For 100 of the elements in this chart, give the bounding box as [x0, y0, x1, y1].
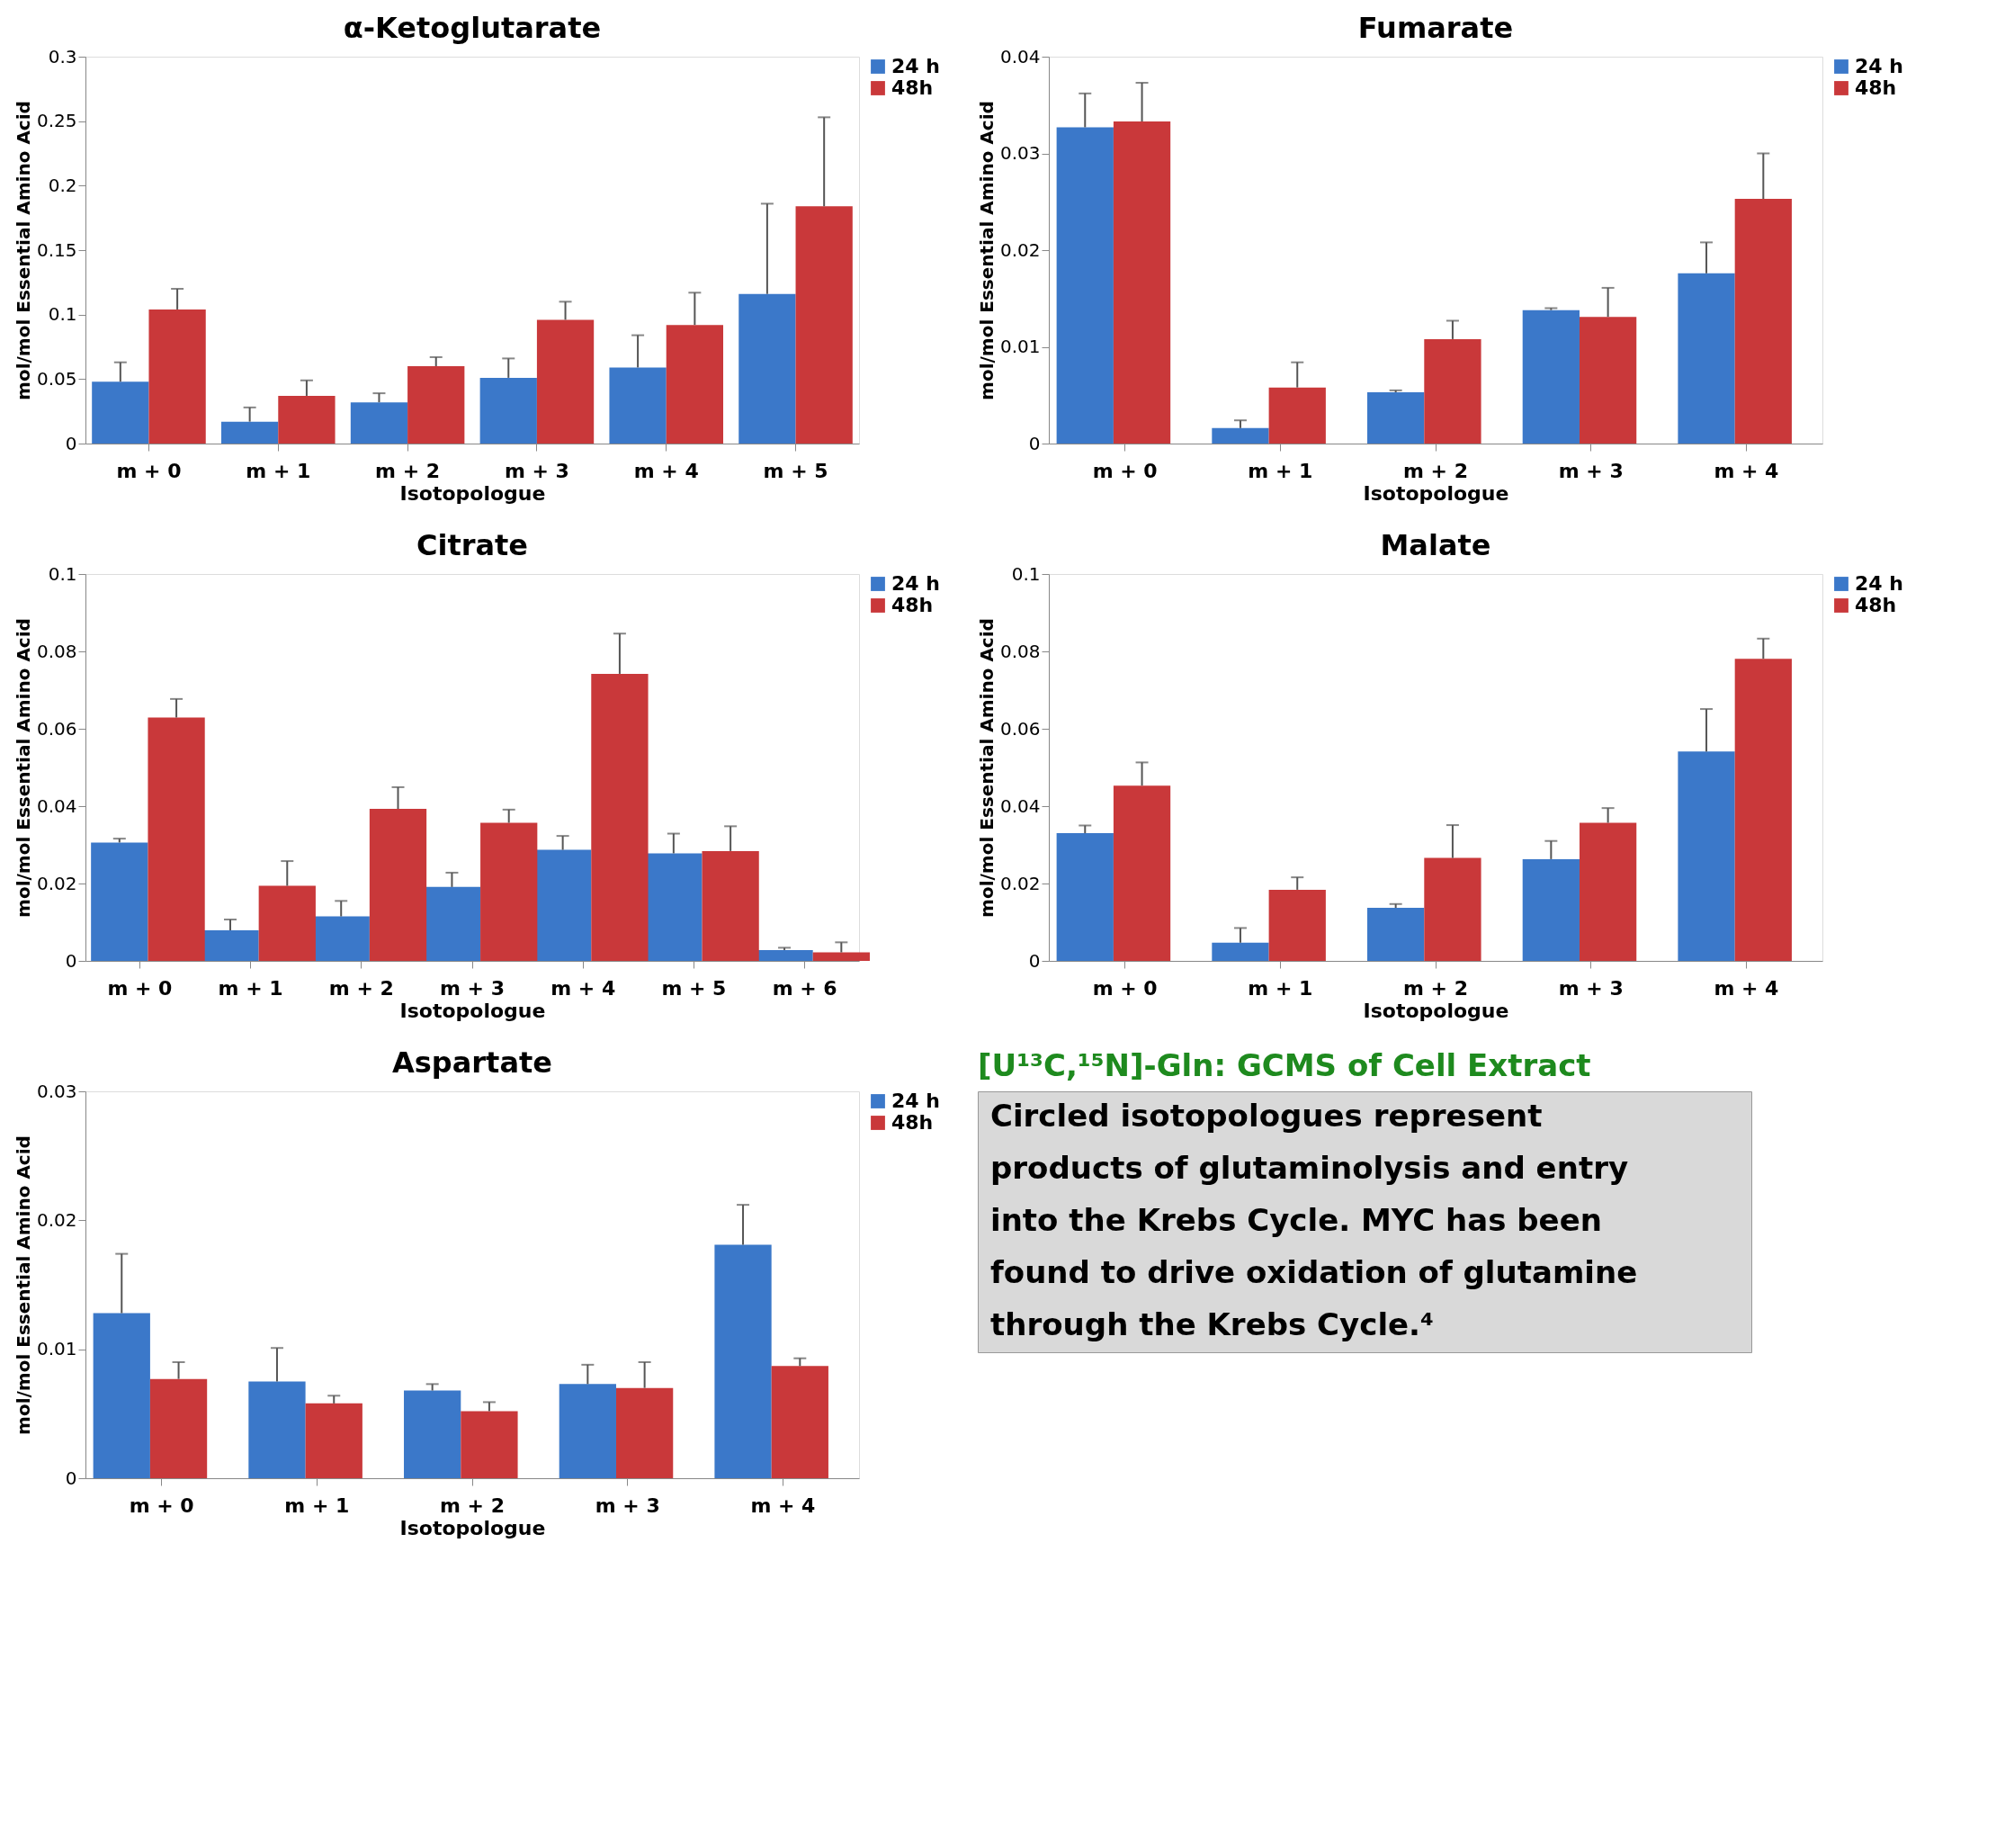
bar [609, 367, 667, 444]
bar [461, 1411, 518, 1478]
bar [480, 822, 538, 961]
x-tick-label: m + 1 [1248, 459, 1313, 482]
x-tick-label: m + 3 [440, 976, 505, 1000]
y-tick-label: 0.08 [999, 640, 1041, 662]
y-axis-title: mol/mol Essential Amino Acid [12, 618, 34, 918]
y-tick-label: 0.03 [36, 1080, 77, 1102]
legend-label: 24 h [891, 1090, 940, 1112]
x-tick-label: m + 1 [1248, 976, 1313, 1000]
text: Circled isotopologues represent products of glutaminolysis and entry into the Krebs Cycle. MYC has been found to drive oxidation of glutamine through the Krebs Cycle.⁴ [990, 1098, 1638, 1342]
legend-label: 24 h [891, 55, 940, 77]
x-tick-label: m + 3 [1558, 976, 1624, 1000]
text: [U¹³C,¹⁵N]-Gln: GCMS of Cell Extract [978, 1047, 1591, 1083]
x-tick-label: m + 0 [129, 1494, 194, 1517]
bar [771, 1366, 828, 1478]
legend-label: 24 h [891, 572, 940, 595]
x-tick-label: m + 0 [107, 976, 173, 1000]
y-tick-label: 0.04 [999, 794, 1041, 817]
bar [1424, 857, 1481, 961]
bar [92, 381, 149, 444]
bar [591, 673, 649, 961]
x-tick-label: m + 2 [375, 459, 441, 482]
bar [1056, 833, 1114, 961]
bar [1367, 392, 1425, 444]
bar [148, 309, 206, 444]
x-tick-label: m + 2 [440, 1494, 505, 1517]
y-axis-title: mol/mol Essential Amino Acid [975, 101, 998, 400]
y-tick-label: 0.08 [36, 640, 77, 662]
bar [534, 849, 592, 961]
x-tick-label: m + 4 [550, 976, 616, 1000]
y-tick-label: 0.06 [36, 717, 77, 740]
y-tick-label: 0.02 [999, 872, 1041, 894]
bar [404, 1390, 461, 1478]
bar [536, 319, 595, 444]
bar [221, 421, 279, 444]
bar [702, 850, 759, 961]
y-tick-label: 0.25 [36, 110, 77, 132]
y-axis-title: mol/mol Essential Amino Acid [975, 618, 998, 918]
chart-title: Citrate [416, 528, 529, 562]
y-tick-label: 0 [1028, 432, 1041, 454]
bar [666, 325, 723, 444]
bar [148, 717, 205, 961]
legend-label: 48h [891, 1111, 934, 1134]
y-tick-label: 0.15 [36, 238, 77, 261]
bar [738, 293, 796, 444]
bar [1678, 751, 1735, 961]
y-tick-label: 0 [1028, 949, 1041, 972]
x-tick-label: m + 6 [772, 976, 837, 1000]
bar [1367, 908, 1425, 961]
x-tick-label: m + 2 [328, 976, 394, 1000]
x-axis-title: Isotopologue [1363, 481, 1509, 505]
x-tick-label: m + 1 [218, 976, 283, 1000]
bar [559, 1384, 616, 1478]
y-tick-label: 0.1 [48, 303, 77, 326]
y-tick-label: 0.01 [999, 336, 1041, 357]
bar [1734, 199, 1792, 444]
bar [305, 1403, 363, 1478]
y-tick-label: 0.02 [36, 872, 77, 894]
bar [248, 1381, 306, 1478]
bar [1579, 822, 1637, 961]
y-axis-title: mol/mol Essential Amino Acid [12, 1135, 34, 1435]
bar [1424, 338, 1481, 444]
bar [91, 842, 148, 961]
bar [1268, 889, 1326, 961]
x-tick-label: m + 0 [1092, 459, 1158, 482]
y-tick-label: 0.02 [999, 238, 1041, 261]
bar [1268, 387, 1326, 444]
x-axis-title: Isotopologue [1363, 999, 1509, 1022]
y-tick-label: 0.06 [999, 717, 1041, 740]
legend-label: 24 h [1855, 572, 1903, 595]
legend-label: 48h [1855, 76, 1897, 99]
x-tick-label: m + 4 [1714, 976, 1779, 1000]
x-tick-label: m + 4 [750, 1494, 816, 1517]
bar [1734, 659, 1792, 961]
y-tick-label: 0.04 [999, 45, 1041, 67]
x-axis-title: Isotopologue [399, 481, 546, 505]
x-tick-label: m + 5 [763, 459, 828, 482]
y-tick-label: 0.03 [999, 142, 1041, 164]
y-tick-label: 0.1 [1011, 562, 1041, 585]
bar [812, 952, 870, 961]
bar [479, 377, 537, 444]
y-tick-label: 0.2 [48, 174, 77, 196]
y-tick-label: 0 [65, 949, 77, 972]
y-tick-label: 0.01 [36, 1338, 77, 1360]
y-tick-label: 0.04 [36, 794, 77, 817]
chart-title: α-Ketoglutarate [343, 11, 602, 45]
x-tick-label: m + 0 [1092, 976, 1158, 1000]
x-tick-label: m + 4 [633, 459, 699, 482]
y-tick-label: 0.3 [48, 45, 77, 67]
bar [369, 809, 427, 961]
y-tick-label: 0.05 [36, 367, 77, 390]
x-tick-label: m + 1 [284, 1494, 350, 1517]
bar [407, 366, 465, 444]
chart-title: Malate [1380, 528, 1491, 562]
bar [1212, 427, 1269, 444]
bar [1113, 785, 1171, 961]
bar [615, 1387, 674, 1478]
x-tick-label: m + 3 [1558, 459, 1624, 482]
legend-label: 48h [891, 76, 934, 99]
